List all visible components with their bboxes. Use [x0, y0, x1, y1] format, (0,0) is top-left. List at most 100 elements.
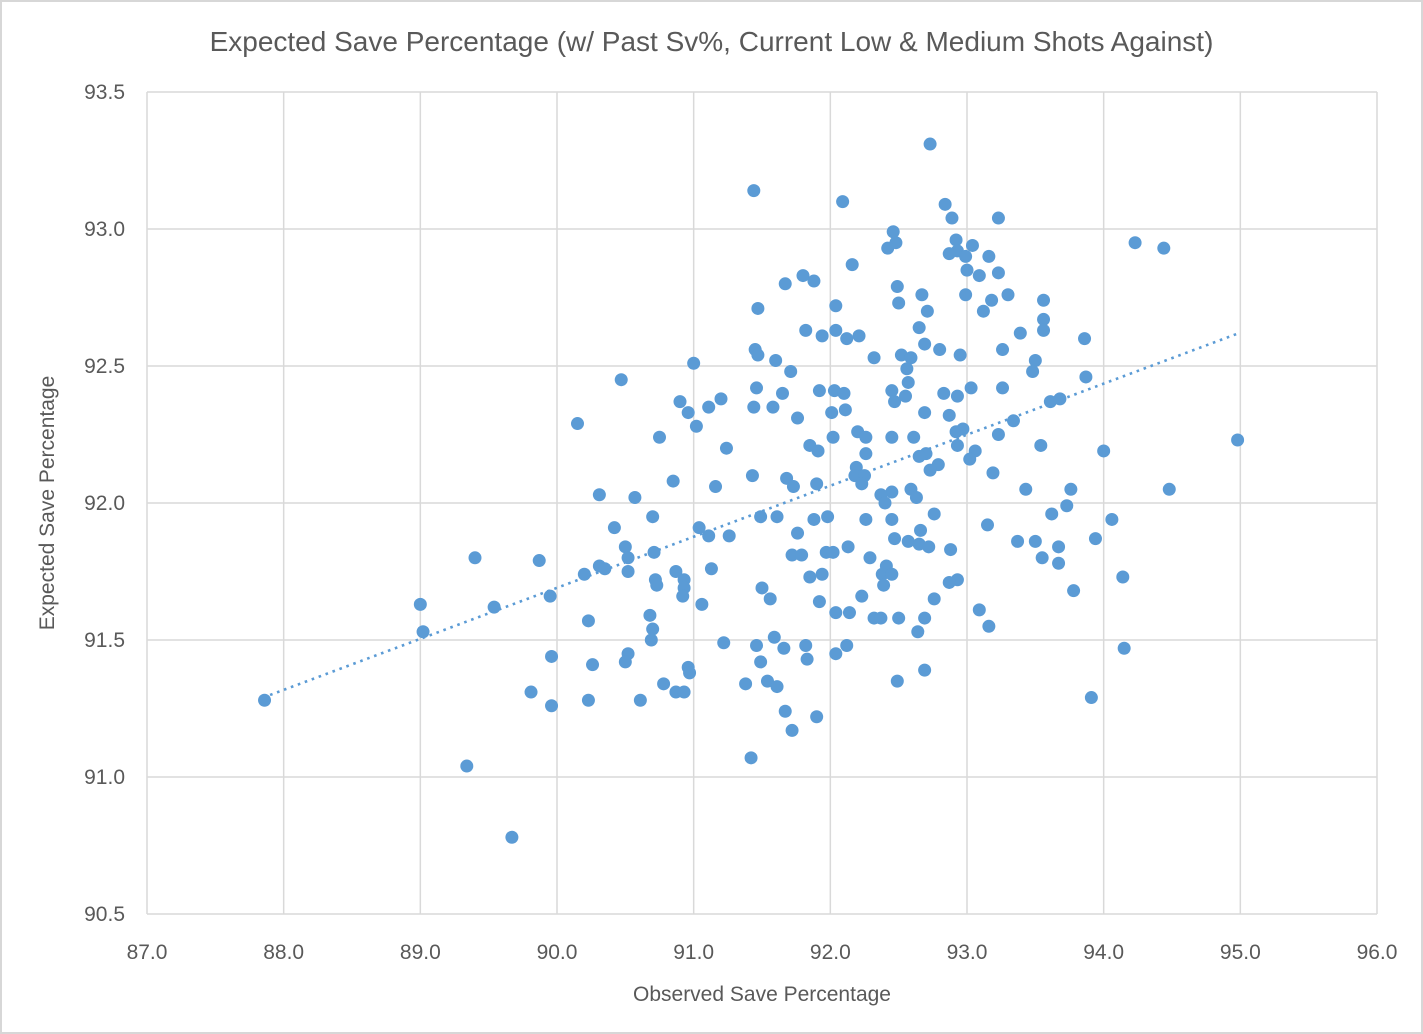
data-point	[1028, 354, 1042, 368]
data-point	[836, 195, 850, 209]
data-point	[901, 375, 915, 389]
data-point	[918, 663, 932, 677]
data-point	[751, 301, 765, 315]
data-point	[937, 386, 951, 400]
data-point	[747, 400, 761, 414]
data-point	[982, 249, 996, 263]
data-point	[791, 526, 805, 540]
data-point	[750, 638, 764, 652]
data-point	[717, 636, 731, 650]
data-point	[1037, 323, 1051, 337]
data-point	[1037, 293, 1051, 307]
data-point	[614, 373, 628, 387]
data-point	[763, 592, 777, 606]
data-point	[769, 354, 783, 368]
data-point	[885, 485, 899, 499]
x-axis-title: Observed Save Percentage	[633, 983, 891, 1006]
data-point	[784, 364, 798, 378]
data-point	[986, 466, 1000, 480]
data-point	[963, 452, 977, 466]
data-point	[687, 356, 701, 370]
data-point	[644, 633, 658, 647]
data-point	[892, 611, 906, 625]
data-point	[972, 269, 986, 283]
data-point	[942, 408, 956, 422]
data-point	[681, 406, 695, 420]
data-point	[807, 512, 821, 526]
data-point	[996, 343, 1010, 357]
data-point	[923, 463, 937, 477]
data-point	[647, 545, 661, 559]
x-tick-label: 92.0	[810, 941, 851, 964]
data-point	[803, 570, 817, 584]
data-point	[840, 332, 854, 346]
data-point	[886, 225, 900, 239]
data-point	[1006, 414, 1020, 428]
data-point	[972, 603, 986, 617]
data-point	[985, 293, 999, 307]
data-point	[1088, 532, 1102, 546]
data-point	[918, 406, 932, 420]
data-point	[683, 666, 697, 680]
data-point	[468, 551, 482, 565]
data-point	[799, 323, 813, 337]
data-point	[949, 233, 963, 247]
y-tick-label: 91.5	[84, 629, 125, 652]
data-point	[911, 625, 925, 639]
data-point	[747, 184, 761, 198]
data-point	[922, 540, 936, 554]
data-point	[1052, 556, 1066, 570]
data-point	[524, 685, 538, 699]
data-point	[888, 532, 902, 546]
data-point	[859, 430, 873, 444]
data-point	[719, 441, 733, 455]
data-point	[676, 589, 690, 603]
data-point	[689, 419, 703, 433]
data-point	[653, 430, 666, 444]
data-point	[996, 381, 1010, 395]
data-point	[845, 258, 859, 272]
data-point	[532, 554, 546, 568]
data-point	[258, 693, 272, 707]
data-point	[899, 389, 912, 403]
data-point	[669, 565, 683, 578]
data-point	[942, 247, 956, 261]
data-point	[618, 540, 632, 554]
data-point	[776, 386, 789, 400]
data-point	[1079, 370, 1093, 384]
x-tick-label: 91.0	[673, 941, 714, 964]
data-point	[942, 575, 956, 589]
data-point	[888, 395, 902, 409]
data-point	[812, 384, 826, 398]
data-point	[1157, 241, 1171, 255]
data-point	[799, 638, 813, 652]
data-point	[621, 565, 635, 578]
data-point	[750, 381, 764, 395]
data-point	[1028, 534, 1042, 548]
data-point	[927, 507, 941, 521]
x-tick-label: 89.0	[400, 941, 441, 964]
data-point	[953, 348, 967, 362]
data-point	[852, 329, 866, 343]
data-point	[901, 534, 915, 548]
data-point	[1231, 433, 1245, 447]
data-point	[981, 518, 994, 532]
data-point	[918, 611, 932, 625]
data-point	[810, 710, 824, 724]
data-point	[666, 474, 680, 488]
data-point	[920, 304, 934, 318]
data-point	[890, 674, 904, 688]
data-point	[739, 677, 753, 691]
data-point	[950, 389, 964, 403]
data-point	[867, 351, 881, 365]
data-point	[657, 677, 671, 691]
data-point	[982, 619, 996, 633]
data-point	[571, 417, 584, 431]
data-point	[1084, 691, 1098, 705]
data-point	[646, 510, 660, 524]
data-point	[702, 400, 716, 414]
data-point	[976, 304, 990, 318]
data-point	[628, 491, 642, 505]
x-tick-label: 94.0	[1083, 941, 1124, 964]
